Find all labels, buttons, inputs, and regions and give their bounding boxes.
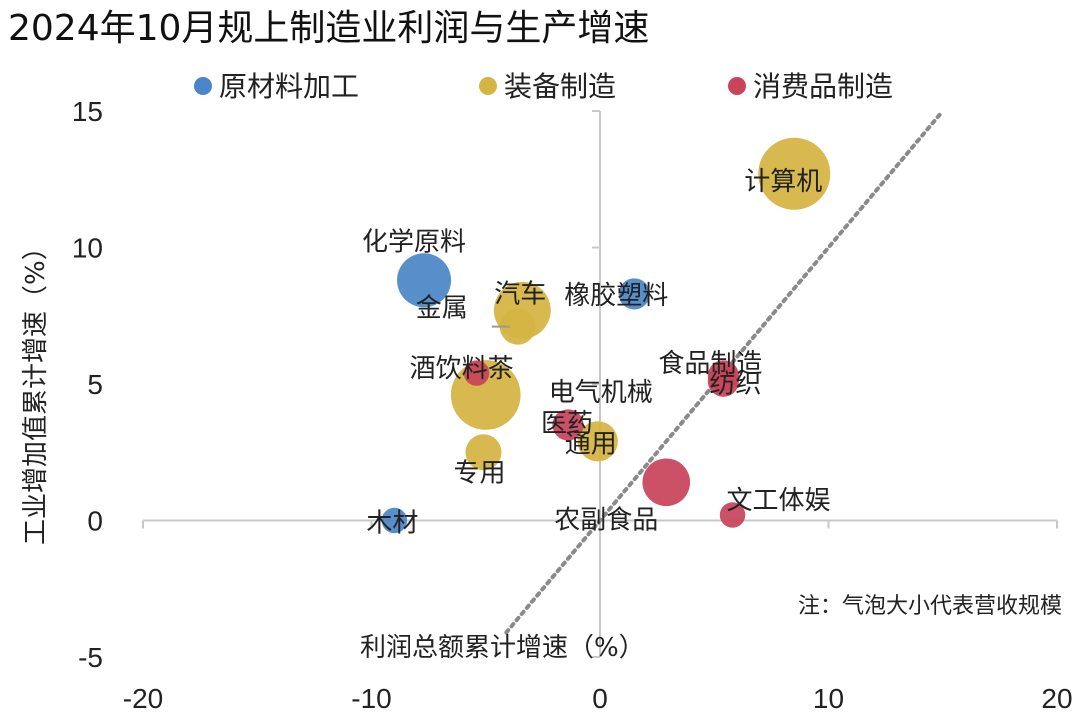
data-label-汽车: 汽车 bbox=[494, 279, 546, 309]
data-label-电气机械: 电气机械 bbox=[549, 378, 653, 408]
chart-note: 注：气泡大小代表营收规模 bbox=[798, 594, 1062, 619]
data-label-农副食品: 农副食品 bbox=[554, 505, 658, 535]
data-label-食品制造: 食品制造 bbox=[658, 349, 762, 379]
x-tick-label: 10 bbox=[813, 683, 844, 714]
y-tick-label: 10 bbox=[72, 233, 103, 264]
x-axis-title: 利润总额累计增速（%） bbox=[360, 633, 645, 663]
x-tick-label: -20 bbox=[123, 683, 163, 714]
bubble-专用 bbox=[465, 434, 502, 471]
data-label-酒饮料茶: 酒饮料茶 bbox=[410, 354, 514, 384]
legend-label-3: 消费品制造 bbox=[753, 70, 893, 103]
y-tick-label: 15 bbox=[72, 96, 103, 127]
bubble-农副食品 bbox=[642, 458, 691, 507]
data-label-文工体娱: 文工体娱 bbox=[727, 486, 831, 516]
data-label-通用: 通用 bbox=[565, 429, 617, 459]
y-axis-title: 工业增加值累计增速（%） bbox=[21, 234, 51, 545]
data-label-纺织: 纺织 bbox=[709, 369, 761, 399]
bubble-文工体娱 bbox=[719, 502, 746, 528]
bubble-化学原料 bbox=[397, 253, 452, 308]
data-label-医药: 医药 bbox=[541, 409, 593, 439]
bubble-金属 bbox=[499, 308, 536, 345]
bubble-木材 bbox=[381, 507, 408, 534]
chart-legend: 原材料加工 装备制造 消费品制造 bbox=[194, 70, 893, 103]
y-tick-labels: -5 0 5 10 15 bbox=[72, 96, 103, 673]
data-label-木材: 木材 bbox=[366, 509, 418, 539]
y-tick-label: -5 bbox=[78, 642, 103, 673]
legend-marker-1 bbox=[194, 77, 212, 95]
legend-marker-3 bbox=[728, 77, 746, 95]
y-tick-label: 0 bbox=[87, 506, 103, 537]
bubble-纺织 bbox=[707, 365, 739, 397]
x-tick-label: -10 bbox=[351, 683, 391, 714]
bubble-计算机 bbox=[758, 137, 831, 210]
data-label-计算机: 计算机 bbox=[744, 167, 822, 197]
chart-title: 2024年10月规上制造业利润与生产增速 bbox=[8, 8, 649, 49]
legend-label-1: 原材料加工 bbox=[219, 70, 359, 103]
bubble-酒饮料茶 bbox=[463, 360, 490, 386]
data-label-化学原料: 化学原料 bbox=[362, 227, 466, 257]
bubble-医药 bbox=[552, 409, 584, 441]
data-label-橡胶塑料: 橡胶塑料 bbox=[564, 281, 668, 311]
legend-label-2: 装备制造 bbox=[504, 70, 616, 103]
y-tick-label: 5 bbox=[87, 369, 103, 400]
legend-marker-2 bbox=[479, 77, 497, 95]
bubbles bbox=[381, 137, 831, 534]
x-tick-label: 20 bbox=[1041, 683, 1072, 714]
x-tick-labels: -20 -10 0 10 20 bbox=[123, 683, 1073, 714]
data-label-专用: 专用 bbox=[453, 458, 505, 488]
x-tick-label: 0 bbox=[592, 683, 608, 714]
data-label-金属: 金属 bbox=[416, 294, 468, 324]
bubble-通用 bbox=[577, 421, 618, 462]
bubble-橡胶塑料 bbox=[618, 278, 650, 310]
